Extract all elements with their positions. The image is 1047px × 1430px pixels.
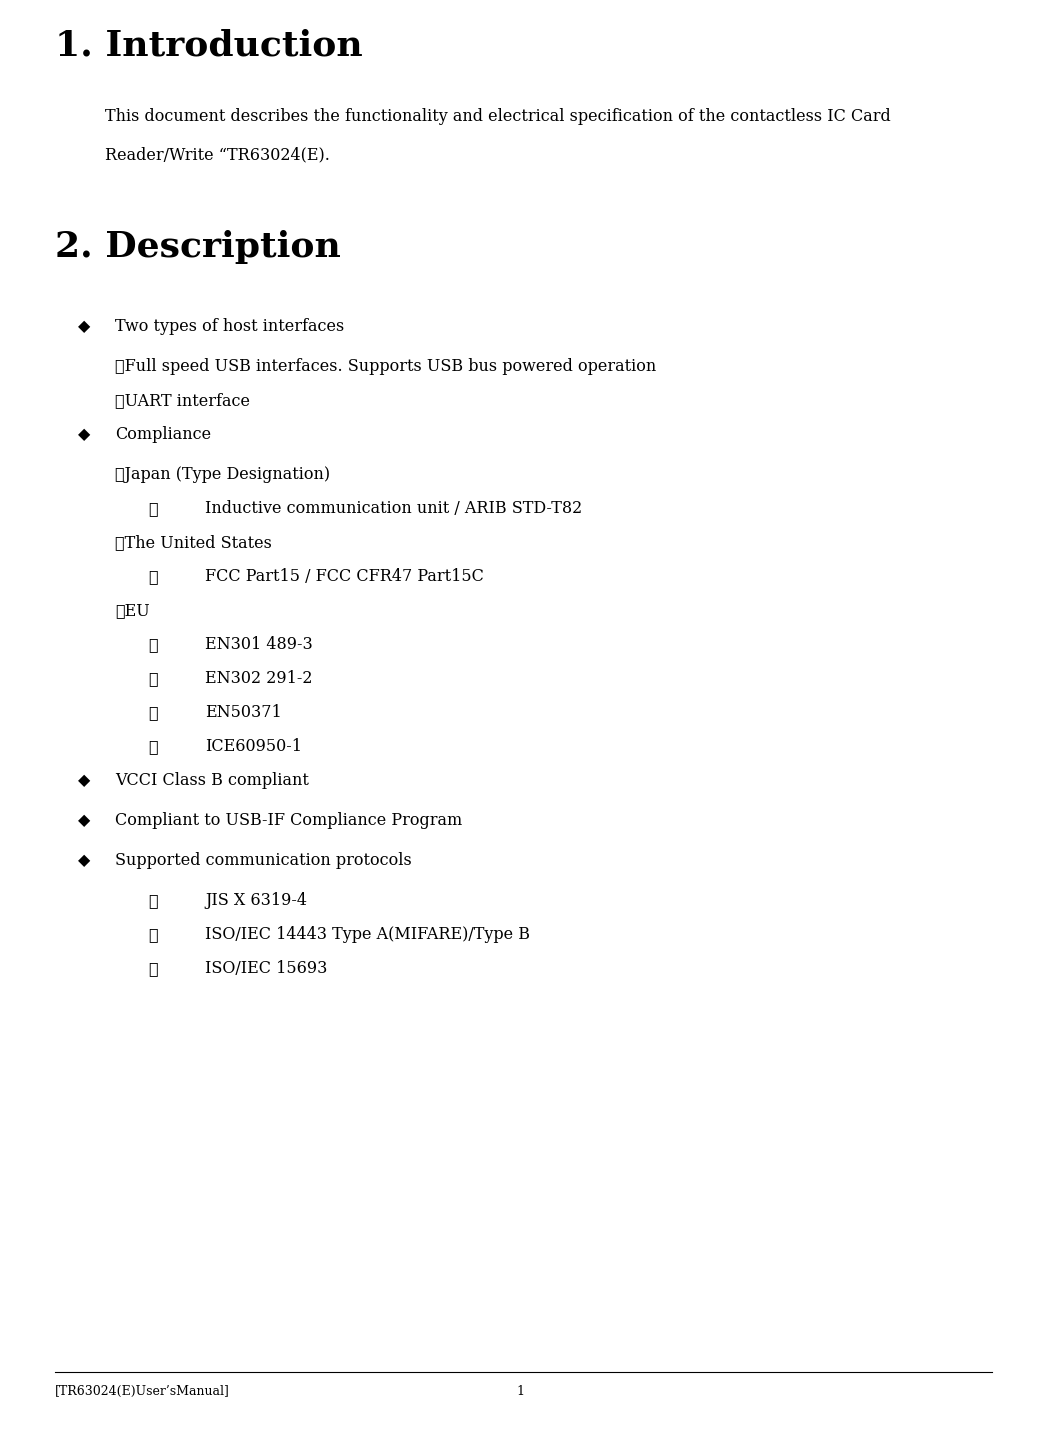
Text: ◆: ◆ — [77, 317, 90, 335]
Text: ➢: ➢ — [148, 704, 158, 721]
Text: ➢: ➢ — [148, 568, 158, 585]
Text: ➢: ➢ — [148, 927, 158, 942]
Text: 1: 1 — [516, 1386, 524, 1399]
Text: ➢: ➢ — [148, 500, 158, 518]
Text: 2. Description: 2. Description — [55, 230, 341, 265]
Text: ・Japan (Type Designation): ・Japan (Type Designation) — [115, 466, 330, 483]
Text: FCC Part15 / FCC CFR47 Part15C: FCC Part15 / FCC CFR47 Part15C — [205, 568, 484, 585]
Text: Two types of host interfaces: Two types of host interfaces — [115, 317, 344, 335]
Text: VCCI Class B compliant: VCCI Class B compliant — [115, 772, 309, 789]
Text: ・The United States: ・The United States — [115, 533, 272, 551]
Text: ➢: ➢ — [148, 671, 158, 686]
Text: EN301 489-3: EN301 489-3 — [205, 636, 313, 654]
Text: ➢: ➢ — [148, 738, 158, 755]
Text: [TR63024(E)User’sManual]: [TR63024(E)User’sManual] — [55, 1386, 230, 1399]
Text: This document describes the functionality and electrical specification of the co: This document describes the functionalit… — [105, 109, 891, 124]
Text: EN50371: EN50371 — [205, 704, 282, 721]
Text: ➢: ➢ — [148, 636, 158, 654]
Text: ・UART interface: ・UART interface — [115, 392, 250, 409]
Text: ISO/IEC 15693: ISO/IEC 15693 — [205, 960, 328, 977]
Text: ◆: ◆ — [77, 812, 90, 829]
Text: JIS X 6319-4: JIS X 6319-4 — [205, 892, 307, 909]
Text: ➢: ➢ — [148, 892, 158, 909]
Text: 1. Introduction: 1. Introduction — [55, 29, 362, 61]
Text: ISO/IEC 14443 Type A(MIFARE)/Type B: ISO/IEC 14443 Type A(MIFARE)/Type B — [205, 927, 530, 942]
Text: ◆: ◆ — [77, 772, 90, 789]
Text: ➢: ➢ — [148, 960, 158, 977]
Text: Compliance: Compliance — [115, 426, 211, 443]
Text: ・EU: ・EU — [115, 602, 150, 619]
Text: Inductive communication unit / ARIB STD-T82: Inductive communication unit / ARIB STD-… — [205, 500, 582, 518]
Text: ICE60950-1: ICE60950-1 — [205, 738, 302, 755]
Text: ◆: ◆ — [77, 426, 90, 443]
Text: Compliant to USB-IF Compliance Program: Compliant to USB-IF Compliance Program — [115, 812, 462, 829]
Text: ・Full speed USB interfaces. Supports USB bus powered operation: ・Full speed USB interfaces. Supports USB… — [115, 358, 656, 375]
Text: EN302 291-2: EN302 291-2 — [205, 671, 312, 686]
Text: ◆: ◆ — [77, 852, 90, 869]
Text: Reader/Write “TR63024(E).: Reader/Write “TR63024(E). — [105, 146, 330, 163]
Text: Supported communication protocols: Supported communication protocols — [115, 852, 411, 869]
